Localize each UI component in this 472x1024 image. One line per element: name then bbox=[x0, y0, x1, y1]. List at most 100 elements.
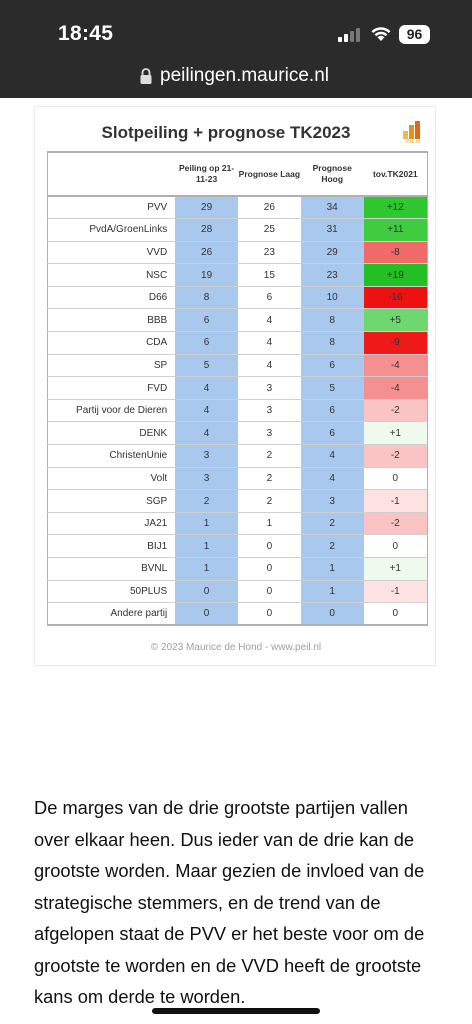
prognose-laag-cell: 0 bbox=[237, 557, 301, 581]
prognose-laag-cell: 3 bbox=[237, 376, 301, 400]
poll-title: Slotpeiling + prognose TK2023 bbox=[101, 123, 351, 142]
peil-logo-icon: Peil.nl bbox=[401, 119, 425, 145]
table-row: PvdA/GroenLinks 28 25 31 +11 bbox=[47, 218, 428, 242]
lock-icon bbox=[140, 68, 152, 84]
prognose-laag-cell: 2 bbox=[237, 444, 301, 468]
battery-icon: 96 bbox=[399, 25, 430, 44]
party-cell: SGP bbox=[47, 489, 176, 513]
prognose-laag-cell: 3 bbox=[237, 421, 301, 446]
prognose-laag-cell: 0 bbox=[237, 580, 301, 604]
table-row: D66 8 6 10 -16 bbox=[47, 286, 428, 310]
prognose-laag-cell: 4 bbox=[237, 308, 301, 333]
tov-cell: -4 bbox=[363, 376, 428, 400]
prognose-hoog-cell: 8 bbox=[300, 331, 364, 355]
party-cell: D66 bbox=[47, 286, 176, 310]
tov-cell: -2 bbox=[363, 512, 428, 536]
header-prognose-hoog: Prognose Hoog bbox=[300, 151, 364, 197]
wifi-icon bbox=[371, 27, 391, 41]
prognose-laag-cell: 1 bbox=[237, 512, 301, 536]
tov-cell: -16 bbox=[363, 286, 428, 310]
tov-cell: -1 bbox=[363, 489, 428, 513]
tov-cell: +1 bbox=[363, 557, 428, 581]
prognose-hoog-cell: 8 bbox=[300, 308, 364, 333]
prognose-hoog-cell: 2 bbox=[300, 534, 364, 558]
party-cell: PVV bbox=[47, 196, 176, 220]
table-row: BIJ1 1 0 2 0 bbox=[47, 534, 428, 558]
prognose-laag-cell: 25 bbox=[237, 218, 301, 242]
peiling-cell: 4 bbox=[175, 376, 238, 400]
poll-table-body: PVV 29 26 34 +12 PvdA/GroenLinks 28 25 31 +11 VVD 2… bbox=[47, 196, 428, 627]
prognose-laag-cell: 15 bbox=[237, 263, 301, 287]
table-row: FVD 4 3 5 -4 bbox=[47, 376, 428, 400]
browser-url-bar[interactable]: peilingen.maurice.nl bbox=[0, 56, 472, 98]
party-cell: VVD bbox=[47, 241, 176, 265]
party-cell: 50PLUS bbox=[47, 580, 176, 604]
tov-cell: +12 bbox=[363, 196, 428, 220]
prognose-hoog-cell: 23 bbox=[300, 263, 364, 287]
prognose-hoog-cell: 34 bbox=[300, 196, 364, 220]
peiling-cell: 1 bbox=[175, 557, 238, 581]
tov-cell: 0 bbox=[363, 602, 428, 627]
prognose-laag-cell: 0 bbox=[237, 602, 301, 627]
tov-cell: +19 bbox=[363, 263, 428, 287]
prognose-hoog-cell: 10 bbox=[300, 286, 364, 310]
url-text[interactable]: peilingen.maurice.nl bbox=[160, 65, 329, 86]
cellular-signal-icon bbox=[338, 28, 362, 42]
party-cell: DENK bbox=[47, 421, 176, 446]
party-cell: NSC bbox=[47, 263, 176, 287]
peiling-cell: 1 bbox=[175, 512, 238, 536]
prognose-hoog-cell: 6 bbox=[300, 421, 364, 446]
peiling-cell: 0 bbox=[175, 602, 238, 627]
tov-cell: +11 bbox=[363, 218, 428, 242]
prognose-laag-cell: 3 bbox=[237, 399, 301, 423]
peiling-cell: 8 bbox=[175, 286, 238, 310]
tov-cell: +1 bbox=[363, 421, 428, 446]
table-row: 50PLUS 0 0 1 -1 bbox=[47, 580, 428, 604]
article-paragraph: De marges van de drie grootste partijen … bbox=[34, 797, 425, 1007]
prognose-hoog-cell: 5 bbox=[300, 376, 364, 400]
tov-cell: -2 bbox=[363, 399, 428, 423]
table-row: Andere partij 0 0 0 0 bbox=[47, 602, 428, 627]
prognose-laag-cell: 2 bbox=[237, 489, 301, 513]
status-bar: 18:45 96 bbox=[0, 0, 472, 56]
party-cell: Partij voor de Dieren bbox=[47, 399, 176, 423]
party-cell: Andere partij bbox=[47, 602, 176, 627]
party-cell: JA21 bbox=[47, 512, 176, 536]
party-cell: BIJ1 bbox=[47, 534, 176, 558]
peiling-cell: 19 bbox=[175, 263, 238, 287]
peiling-cell: 26 bbox=[175, 241, 238, 265]
tov-cell: -8 bbox=[363, 241, 428, 265]
poll-image-card: Slotpeiling + prognose TK2023 Peil.nl Pe… bbox=[34, 106, 436, 666]
header-tov-tk2021: tov.TK2021 bbox=[363, 151, 428, 197]
prognose-hoog-cell: 0 bbox=[300, 602, 364, 627]
prognose-hoog-cell: 6 bbox=[300, 354, 364, 378]
table-row: VVD 26 23 29 -8 bbox=[47, 241, 428, 265]
table-row: JA21 1 1 2 -2 bbox=[47, 512, 428, 536]
prognose-hoog-cell: 2 bbox=[300, 512, 364, 536]
poll-table: Peiling op 21-11-23 Prognose Laag Progno… bbox=[47, 151, 428, 627]
peiling-cell: 2 bbox=[175, 489, 238, 513]
tov-cell: 0 bbox=[363, 534, 428, 558]
prognose-hoog-cell: 1 bbox=[300, 557, 364, 581]
party-cell: ChristenUnie bbox=[47, 444, 176, 468]
peiling-cell: 6 bbox=[175, 331, 238, 355]
prognose-laag-cell: 4 bbox=[237, 331, 301, 355]
tov-cell: -9 bbox=[363, 331, 428, 355]
peiling-cell: 28 bbox=[175, 218, 238, 242]
prognose-laag-cell: 4 bbox=[237, 354, 301, 378]
tov-cell: 0 bbox=[363, 467, 428, 491]
table-row: Volt 3 2 4 0 bbox=[47, 467, 428, 491]
peiling-cell: 0 bbox=[175, 580, 238, 604]
tov-cell: -1 bbox=[363, 580, 428, 604]
table-row: SGP 2 2 3 -1 bbox=[47, 489, 428, 513]
prognose-hoog-cell: 4 bbox=[300, 467, 364, 491]
header-prognose-laag: Prognose Laag bbox=[237, 151, 301, 197]
home-indicator[interactable] bbox=[152, 1008, 320, 1014]
table-row: CDA 6 4 8 -9 bbox=[47, 331, 428, 355]
peiling-cell: 3 bbox=[175, 467, 238, 491]
table-row: BBB 6 4 8 +5 bbox=[47, 308, 428, 333]
table-row: DENK 4 3 6 +1 bbox=[47, 421, 428, 446]
prognose-hoog-cell: 1 bbox=[300, 580, 364, 604]
peiling-cell: 4 bbox=[175, 421, 238, 446]
prognose-laag-cell: 2 bbox=[237, 467, 301, 491]
